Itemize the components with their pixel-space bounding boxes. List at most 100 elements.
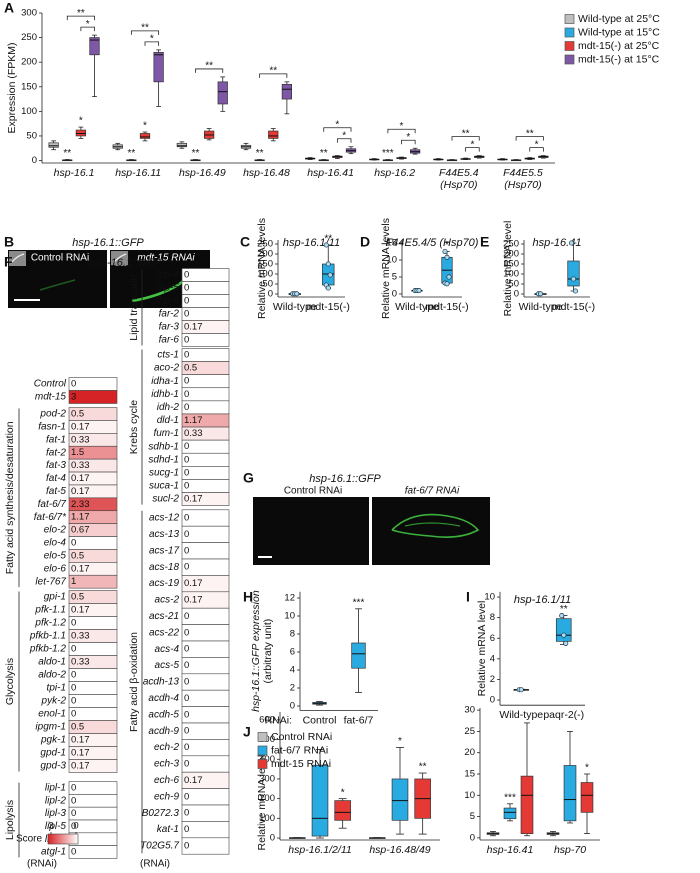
- significance-label: **: [77, 8, 85, 19]
- row-label: idha-1: [151, 376, 179, 387]
- condition-label: Control RNAi: [31, 253, 89, 264]
- x-tick-label: Wild-type: [519, 301, 563, 313]
- significance-label: *: [398, 736, 402, 747]
- chart: 0100200300400500600JRelative mRNA levels…: [243, 712, 440, 856]
- heatmap-title: hsp-16.1::GFP: [89, 257, 161, 269]
- y-tick-label: 200: [21, 57, 37, 68]
- cell-value: 0.17: [71, 748, 90, 759]
- cell-value: 0.33: [71, 631, 90, 642]
- micrograph-image: [253, 497, 369, 565]
- row-label: sucg-1: [149, 468, 179, 479]
- cell-value: 0: [184, 481, 189, 492]
- y-tick-label: 0: [392, 288, 397, 299]
- cell-value: 0.33: [71, 434, 90, 445]
- y-tick-label: 300: [21, 8, 37, 19]
- row-label: lbp-4: [157, 270, 180, 281]
- panel-label: I: [466, 589, 470, 605]
- row-label: pyk-2: [41, 696, 67, 707]
- row-label: acdh-5: [148, 709, 179, 720]
- significance-label: *: [86, 19, 90, 30]
- significance-bracket: [259, 73, 288, 78]
- data-point: [537, 291, 544, 297]
- y-tick-label: 250: [21, 32, 37, 43]
- box: [520, 775, 534, 834]
- row-label: ech-2: [154, 742, 179, 753]
- legend-marker: [564, 27, 575, 38]
- cell-value: 0: [184, 529, 189, 540]
- legend-label: Control RNAi: [271, 731, 332, 743]
- row-label: acs-22: [149, 627, 179, 638]
- x-tick-label: paqr-2(-): [543, 709, 584, 721]
- significance-label: **: [324, 234, 332, 245]
- column-footer: (RNAi): [27, 859, 57, 870]
- box: [48, 142, 59, 148]
- y-axis-label: hsp-16.1::GFP expression: [250, 590, 262, 712]
- legend-marker: [564, 41, 575, 51]
- row-label: gpi-1: [44, 592, 66, 603]
- cell-value: 0: [184, 402, 189, 413]
- y-tick-label: 200: [503, 249, 519, 260]
- cell-value: 0: [184, 309, 189, 320]
- group-label: Krebs cycle: [128, 400, 140, 454]
- cell-value: 0: [184, 726, 189, 737]
- x-tick-label: hsp-16.1/2/11: [288, 844, 351, 856]
- data-point: [570, 276, 577, 282]
- legend-marker: [564, 54, 575, 65]
- significance-label: *: [470, 139, 474, 150]
- y-axis-label: Relative mRNA levels: [256, 218, 268, 319]
- x-tick-label: hsp-70: [554, 844, 586, 856]
- gfp-signal: [391, 513, 480, 538]
- significance-bracket: [195, 68, 224, 73]
- micrograph-panel-b: B hsp-16.1::GFP Control RNAi mdt-15 RNAi: [4, 234, 210, 308]
- cell-value: 0: [184, 545, 189, 556]
- cell-value: 0.67: [71, 525, 90, 536]
- significance-bracket: [336, 138, 352, 143]
- significance-bracket: [387, 128, 416, 134]
- data-point: [325, 261, 331, 267]
- cell-value: 0: [184, 389, 189, 400]
- cell-value: 0: [184, 709, 189, 720]
- row-label: aldo-1: [38, 657, 66, 668]
- cell-value: 0: [71, 808, 76, 819]
- cell-value: 0: [184, 283, 189, 294]
- condition-label: mdt-15 RNAi: [137, 253, 195, 264]
- y-axis-label: Relative mRNA level: [502, 221, 514, 317]
- cell-value: 0: [184, 454, 189, 465]
- column-footer: (RNAi): [140, 859, 170, 870]
- row-label: pfkb-1.2: [29, 644, 67, 655]
- row-label: fat-5: [46, 486, 66, 497]
- x-tick-label: (Hsp70): [440, 179, 477, 191]
- data-point: [416, 288, 422, 294]
- legend-marker: [564, 14, 575, 24]
- legend-marker: [257, 732, 268, 742]
- y-tick-label: 250: [257, 239, 273, 250]
- cell-value: 0: [184, 824, 189, 835]
- y-tick-label: 250: [503, 239, 519, 250]
- y-tick-label: 0: [470, 832, 475, 843]
- significance-label: **: [462, 128, 470, 139]
- row-label: acdh-13: [143, 677, 180, 688]
- cell-value: 0.17: [71, 473, 90, 484]
- y-axis-label: (arbitraty unit): [262, 619, 274, 684]
- y-tick-label: 6: [290, 647, 295, 658]
- y-tick-label: 150: [503, 259, 519, 270]
- condition-label: fat-6/7 RNAi: [405, 486, 460, 497]
- cell-value: 0: [184, 644, 189, 655]
- y-tick-label: 8: [290, 629, 295, 640]
- box: [555, 618, 572, 642]
- significance-bracket: [529, 147, 544, 152]
- row-label: elo-5: [44, 551, 67, 562]
- row-label: lbp-6: [157, 296, 180, 307]
- x-tick-label: hsp-16.2: [374, 167, 415, 179]
- significance-label: **: [63, 148, 71, 159]
- row-label: ech-3: [154, 759, 179, 770]
- group-label: Lipolysis: [4, 800, 16, 840]
- significance-label: **: [205, 61, 213, 72]
- box: [563, 765, 577, 822]
- row-label: acs-12: [149, 513, 179, 524]
- x-tick-label: hsp-16.48/49: [369, 844, 430, 856]
